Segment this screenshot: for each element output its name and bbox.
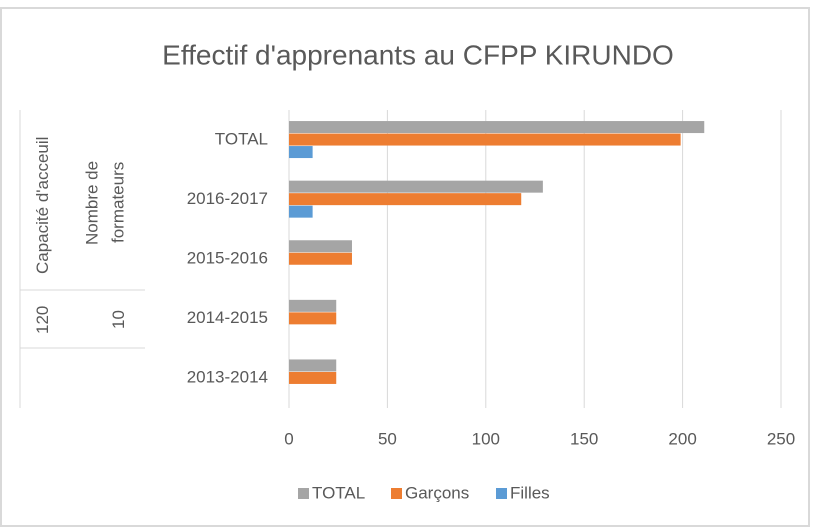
legend-swatch bbox=[496, 488, 507, 499]
bar bbox=[289, 312, 337, 325]
bar bbox=[289, 240, 352, 253]
row-value: 120 bbox=[33, 305, 52, 335]
y-tick-label: 2014-2015 bbox=[187, 308, 268, 327]
bar bbox=[289, 193, 522, 206]
bar bbox=[289, 371, 337, 384]
bar bbox=[289, 180, 543, 193]
legend-swatch bbox=[298, 488, 309, 499]
row-header: Nombre de formateurs bbox=[82, 160, 128, 245]
bar bbox=[289, 252, 352, 265]
category-table bbox=[19, 110, 145, 408]
chart-frame bbox=[0, 7, 810, 527]
legend-label: Filles bbox=[510, 483, 550, 502]
bar bbox=[289, 146, 313, 159]
legend-label: Garçons bbox=[405, 483, 469, 502]
row-value: 10 bbox=[109, 310, 128, 330]
x-tick-label: 50 bbox=[378, 429, 397, 448]
legend-label: TOTAL bbox=[312, 483, 365, 502]
bar bbox=[289, 121, 705, 134]
row-header: Capacité d'acceuil bbox=[33, 136, 52, 274]
y-tick-label: TOTAL bbox=[215, 129, 268, 148]
y-tick-label: 2015-2016 bbox=[187, 248, 268, 267]
x-tick-label: 100 bbox=[472, 429, 500, 448]
y-tick-label: 2016-2017 bbox=[187, 189, 268, 208]
x-tick-label: 0 bbox=[284, 429, 293, 448]
x-tick-label: 150 bbox=[570, 429, 598, 448]
chart-title: Effectif d'apprenants au CFPP KIRUNDO bbox=[162, 39, 674, 70]
x-tick-label: 200 bbox=[668, 429, 696, 448]
bar bbox=[289, 299, 337, 312]
legend-swatch bbox=[391, 488, 402, 499]
bar bbox=[289, 133, 681, 146]
x-tick-label: 250 bbox=[767, 429, 795, 448]
bar bbox=[289, 205, 313, 218]
bar bbox=[289, 359, 337, 372]
y-tick-label: 2013-2014 bbox=[187, 368, 268, 387]
